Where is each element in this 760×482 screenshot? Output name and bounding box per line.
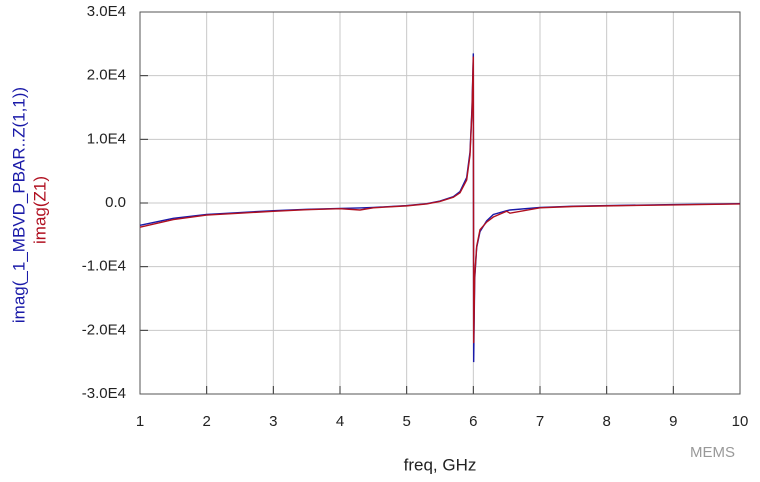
y-tick-label: 2.0E4 [87,67,126,84]
series-line [139,56,741,344]
y-tick-label: 1.0E4 [87,130,126,147]
legend-series-2: imag(Z1) [30,176,49,244]
x-tick-label: 8 [602,413,610,430]
y-tick-label: 0.0 [105,194,126,211]
x-tick-label: 10 [732,413,749,430]
x-tick-label: 5 [402,413,410,430]
x-axis-label: freq, GHz [404,455,477,474]
y-tick-label: -1.0E4 [82,258,126,275]
y-tick-label: -2.0E4 [82,321,126,338]
x-tick-label: 1 [136,413,144,430]
x-tick-label: 2 [202,413,210,430]
y-tick-label: -3.0E4 [82,385,126,402]
x-tick-label: 9 [669,413,677,430]
series-line [139,53,741,363]
y-tick-label: 3.0E4 [87,3,126,20]
x-tick-label: 3 [269,413,277,430]
x-tick-label: 7 [536,413,544,430]
plot-frame [139,11,741,395]
x-tick-label: 6 [469,413,477,430]
x-tick-label: 4 [336,413,344,430]
legend-series-1: imag(_1_MBVD_PBAR..Z(1,1)) [9,87,28,323]
watermark: MEMS [690,444,735,461]
